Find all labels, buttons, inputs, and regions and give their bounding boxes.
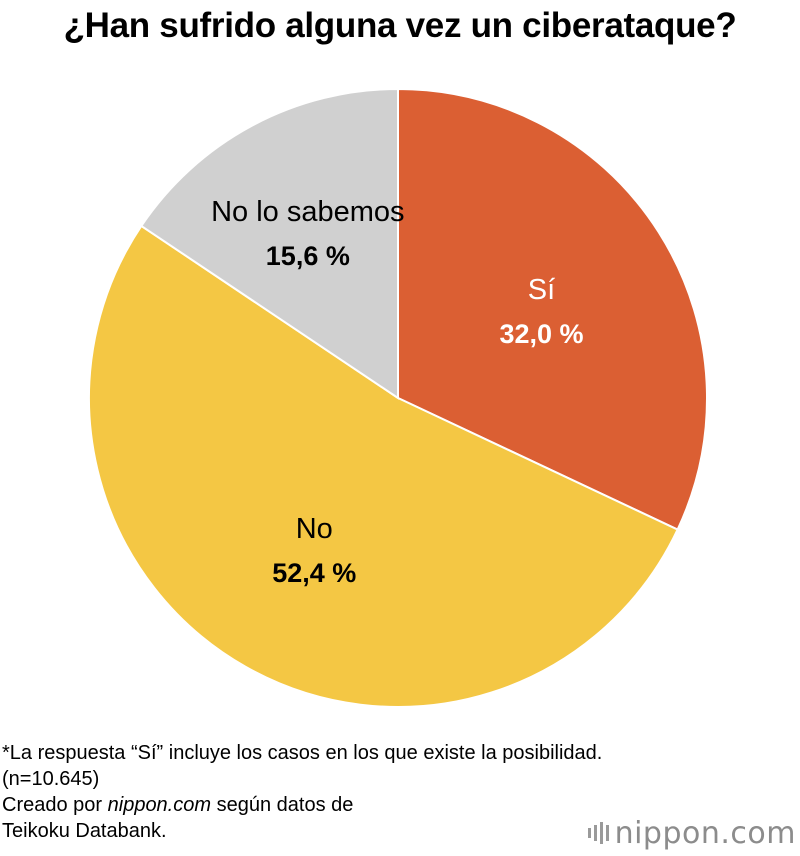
slice-label-0: Sí [528,274,555,306]
pie-slice-0 [397,87,708,531]
slice-label-2: No lo sabemos [211,196,404,228]
footnote-sample-size: (n=10.645) [2,768,100,790]
pie-chart: Sí 32,0 % No 52,4 % No lo sabemos 15,6 % [88,87,708,708]
footnote-definition: *La respuesta “Sí” incluye los casos en … [2,742,603,764]
slice-label-1: No [296,513,333,545]
nippon-logo: nippon.com [587,813,796,853]
credit-suffix: según datos de [211,794,354,816]
logo-bars-icon [587,822,609,844]
pie-slice-1 [88,224,679,708]
slice-value-label-0: 32,0 % [499,319,583,349]
chart-title: ¿Han sufrido alguna vez un ciberataque? [63,6,737,45]
footnotes: *La respuesta “Sí” incluye los casos en … [2,740,602,844]
footnote-credit: Creado por nippon.com según datos de [2,792,602,818]
slice-value-label-2: 15,6 % [266,241,350,271]
pie-slice-2 [139,87,399,400]
footnote-source: Teikoku Databank. [2,820,167,842]
credit-prefix: Creado por [2,794,108,816]
slice-value-label-1: 52,4 % [272,558,356,588]
credit-site: nippon.com [107,794,212,816]
logo-text: nippon.com [614,815,796,851]
